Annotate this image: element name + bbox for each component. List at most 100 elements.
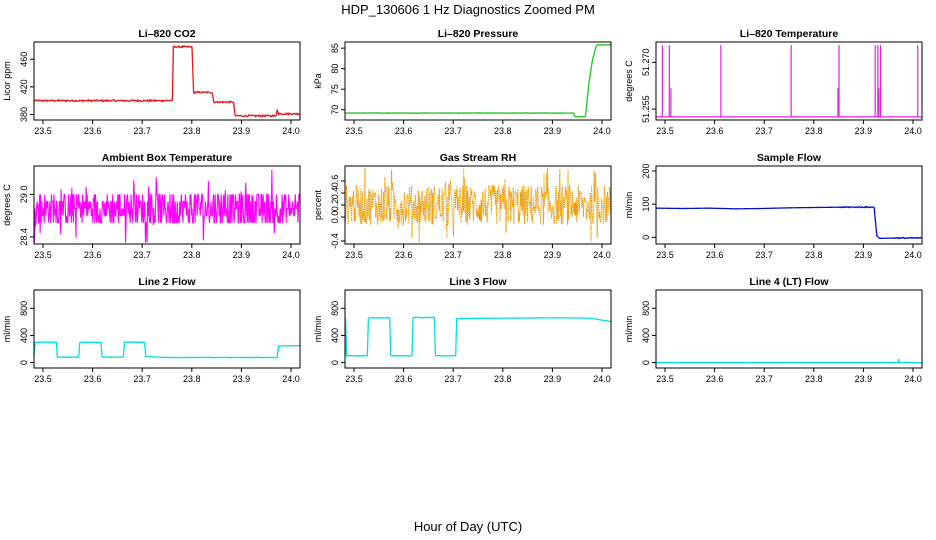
panel-rh: Gas Stream RH percent 23.5 23.6 23.7 23.8 23.9… xyxy=(313,152,612,260)
plot-frame-co2 xyxy=(33,41,301,121)
xtick-label-line3-4: 23.9 xyxy=(544,374,562,384)
panel-title-temperature: Li–820 Temperature xyxy=(740,28,839,40)
ytick-label-sample-1: 100 xyxy=(641,197,651,212)
series-line-line2-6 xyxy=(276,344,301,358)
ytick-label-ambient-0: 28.4 xyxy=(19,228,29,246)
series-co2 xyxy=(33,44,301,118)
ytick-label-co2-0: 380 xyxy=(19,107,29,122)
xtick-label-co2-5: 24.0 xyxy=(282,126,300,136)
xtick-label-sample-2: 23.7 xyxy=(755,250,773,260)
ytick-label-co2-1: 420 xyxy=(19,79,29,94)
panel-grid: Li–820 CO2 Licor ppm 23.5 23.6 23.7 23.8 23.9 2… xyxy=(2,28,923,384)
series-line4 xyxy=(655,358,923,365)
ytick-label-line4-1: 400 xyxy=(641,328,651,343)
xtick-label-ambient-3: 23.8 xyxy=(183,250,201,260)
xtick-label-co2-4: 23.9 xyxy=(233,126,251,136)
series-line-co2-4 xyxy=(232,101,277,118)
xtick-label-co2-2: 23.7 xyxy=(133,126,151,136)
series-line-line4-0 xyxy=(655,358,923,365)
xtick-label-co2-3: 23.8 xyxy=(183,126,201,136)
ytick-label-temperature-0: 51.255 xyxy=(641,95,651,123)
xtick-label-rh-1: 23.6 xyxy=(395,250,413,260)
xtick-label-pressure-2: 23.7 xyxy=(444,126,462,136)
ylabel-ambient: degrees C xyxy=(2,184,12,226)
panel-line4: Line 4 (LT) Flow ml/min 23.5 23.6 23.7 23.8 23… xyxy=(624,276,923,384)
series-line-line2-1 xyxy=(55,342,79,359)
xtick-label-line4-0: 23.5 xyxy=(656,374,674,384)
series-line-co2-1 xyxy=(171,44,193,101)
xtick-label-line2-3: 23.8 xyxy=(183,374,201,384)
xtick-label-ambient-0: 23.5 xyxy=(34,250,52,260)
xtick-label-sample-5: 24.0 xyxy=(904,250,922,260)
xtick-label-line2-5: 24.0 xyxy=(282,374,300,384)
panel-line3: Line 3 Flow ml/min 23.5 23.6 23.7 23.8 23.9 24.… xyxy=(313,276,612,384)
panel-ambient: Ambient Box Temperature degrees C 23.5 23.6… xyxy=(2,152,301,260)
series-line-ambient xyxy=(33,169,301,243)
xtick-label-sample-4: 23.9 xyxy=(855,250,873,260)
panel-title-line4: Line 4 (LT) Flow xyxy=(749,276,829,288)
xtick-label-sample-0: 23.5 xyxy=(656,250,674,260)
series-line-line3-3 xyxy=(411,316,435,356)
figure-xlabel: Hour of Day (UTC) xyxy=(414,519,522,534)
ytick-label-line3-2: 800 xyxy=(330,301,340,316)
series-line-line3-2 xyxy=(389,317,413,357)
xtick-label-line3-1: 23.6 xyxy=(395,374,413,384)
xtick-label-temperature-5: 24.0 xyxy=(904,126,922,136)
panel-title-line2: Line 2 Flow xyxy=(138,276,196,288)
series-ambient xyxy=(33,169,301,243)
series-line3 xyxy=(344,316,612,357)
ylabel-line2: ml/min xyxy=(2,316,12,343)
series-pressure xyxy=(345,44,612,118)
xtick-label-pressure-1: 23.6 xyxy=(395,126,413,136)
series-line-co2-2 xyxy=(191,46,213,95)
ytick-label-line3-0: 0 xyxy=(330,360,340,365)
ytick-label-line2-0: 0 xyxy=(19,360,29,365)
xtick-label-ambient-4: 23.9 xyxy=(233,250,251,260)
ytick-label-sample-0: 0 xyxy=(641,235,651,240)
panel-title-co2: Li–820 CO2 xyxy=(138,28,195,40)
xtick-label-line4-1: 23.6 xyxy=(706,374,724,384)
ylabel-line4: ml/min xyxy=(624,316,634,343)
ytick-label-pressure-2: 80 xyxy=(330,64,340,74)
xtick-label-rh-4: 23.9 xyxy=(544,250,562,260)
xtick-label-pressure-5: 24.0 xyxy=(593,126,611,136)
series-line-line2-3 xyxy=(100,342,124,358)
series-line-line3-0 xyxy=(344,318,368,357)
ytick-label-line3-1: 400 xyxy=(330,328,340,343)
panel-line2: Line 2 Flow ml/min 23.5 23.6 23.7 23.8 23.9 24.… xyxy=(2,276,301,384)
ytick-label-co2-2: 460 xyxy=(19,52,29,67)
ytick-label-rh-2: 0.2 xyxy=(330,199,340,212)
series-line-sample-0 xyxy=(655,205,875,210)
xtick-label-line4-5: 24.0 xyxy=(904,374,922,384)
xtick-label-line4-4: 23.9 xyxy=(855,374,873,384)
panel-temperature: Li–820 Temperature degrees C 23.5 23.6 23.7 2… xyxy=(624,28,923,136)
series-rh xyxy=(344,167,612,243)
series-line-line2-0 xyxy=(33,341,57,356)
series-line-line3-1 xyxy=(366,316,390,356)
ytick-label-line2-1: 400 xyxy=(19,328,29,343)
xtick-label-rh-0: 23.5 xyxy=(345,250,363,260)
xtick-label-co2-0: 23.5 xyxy=(34,126,52,136)
xtick-label-line4-3: 23.8 xyxy=(805,374,823,384)
xtick-label-rh-2: 23.7 xyxy=(444,250,462,260)
panel-title-rh: Gas Stream RH xyxy=(440,152,516,164)
xtick-label-rh-3: 23.8 xyxy=(494,250,512,260)
plot-frame-temperature xyxy=(655,41,923,121)
xtick-label-line3-2: 23.7 xyxy=(444,374,462,384)
xtick-label-co2-1: 23.6 xyxy=(84,126,102,136)
figure-title: HDP_130606 1 Hz Diagnostics Zoomed PM xyxy=(341,2,595,17)
series-line-line3-5 xyxy=(455,317,612,356)
series-line-line2-4 xyxy=(122,341,145,358)
series-line-pressure-1 xyxy=(573,112,586,118)
ylabel-rh: percent xyxy=(313,189,323,220)
ylabel-co2: Licor ppm xyxy=(2,61,12,101)
ylabel-line3: ml/min xyxy=(313,316,323,343)
ytick-label-rh-1: 0.0 xyxy=(330,211,340,224)
ytick-label-sample-2: 200 xyxy=(641,163,651,178)
ytick-label-pressure-1: 75 xyxy=(330,84,340,94)
xtick-label-temperature-4: 23.9 xyxy=(855,126,873,136)
plot-frame-line2 xyxy=(33,289,301,369)
xtick-label-temperature-2: 23.7 xyxy=(755,126,773,136)
